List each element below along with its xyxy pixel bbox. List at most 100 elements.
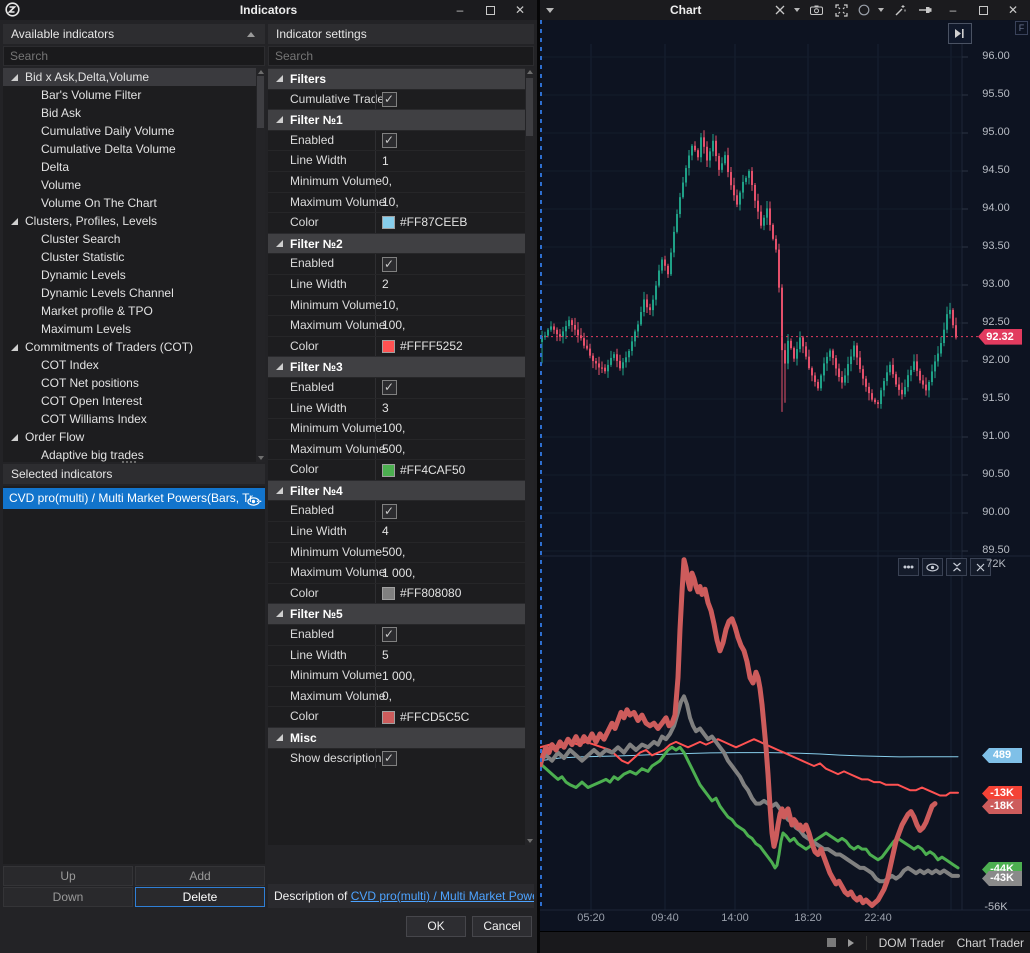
tree-item[interactable]: COT Open Interest: [3, 392, 265, 410]
maximize-icon[interactable]: [968, 0, 998, 20]
setting-value[interactable]: 500,: [375, 543, 534, 563]
setting-value[interactable]: #FFFF5252: [375, 337, 534, 357]
delete-button[interactable]: Delete: [135, 887, 265, 907]
setting-value[interactable]: [375, 501, 534, 521]
setting-value[interactable]: 10,: [375, 296, 534, 316]
color-swatch[interactable]: [382, 340, 395, 353]
tree-scrollbar[interactable]: [256, 68, 265, 462]
selected-indicator-row[interactable]: CVD pro(multi) / Multi Market Powers(Bar…: [3, 488, 265, 509]
setting-value[interactable]: 4: [375, 522, 534, 542]
tree-item[interactable]: Cumulative Delta Volume: [3, 140, 265, 158]
crosshair-dropdown-icon[interactable]: [790, 0, 804, 20]
tree-item[interactable]: Bar's Volume Filter: [3, 86, 265, 104]
setting-value[interactable]: 10,: [375, 193, 534, 213]
close-icon[interactable]: ✕: [998, 0, 1028, 20]
scroll-up-icon[interactable]: [258, 70, 264, 74]
available-search-input[interactable]: [4, 47, 276, 65]
up-button[interactable]: Up: [3, 866, 133, 886]
setting-value[interactable]: 100,: [375, 316, 534, 336]
checkbox[interactable]: [382, 751, 397, 766]
setting-value[interactable]: 1 000,: [375, 666, 534, 686]
tree-item[interactable]: Maximum Levels: [3, 320, 265, 338]
checkbox[interactable]: [382, 133, 397, 148]
setting-group-header[interactable]: Filter №3: [268, 356, 534, 377]
settings-search-input[interactable]: [269, 47, 545, 65]
crosshair-tool-icon[interactable]: [770, 0, 790, 20]
color-swatch[interactable]: [382, 587, 395, 600]
selected-indicators-list[interactable]: CVD pro(multi) / Multi Market Powers(Bar…: [3, 486, 265, 864]
jump-to-latest-button[interactable]: [948, 23, 972, 44]
tree-group-item[interactable]: Clusters, Profiles, Levels: [3, 212, 265, 230]
setting-value[interactable]: #FF4CAF50: [375, 460, 534, 480]
setting-value[interactable]: 3: [375, 399, 534, 419]
tree-item[interactable]: Delta: [3, 158, 265, 176]
collapse-icon[interactable]: [247, 32, 255, 37]
setting-value[interactable]: [375, 625, 534, 645]
indicator-description-link[interactable]: CVD pro(multi) / Multi Market Powers: [351, 889, 534, 903]
setting-value[interactable]: #FF808080: [375, 584, 534, 604]
tree-group-item[interactable]: Bid x Ask,Delta,Volume: [3, 68, 265, 86]
add-button[interactable]: Add: [135, 866, 265, 886]
close-icon[interactable]: ✕: [505, 0, 535, 20]
scroll-down-icon[interactable]: [527, 839, 533, 843]
maximize-icon[interactable]: [475, 0, 505, 20]
checkbox[interactable]: [382, 627, 397, 642]
tree-item[interactable]: Volume On The Chart: [3, 194, 265, 212]
setting-value[interactable]: 1 000,: [375, 563, 534, 583]
scrollbar-thumb[interactable]: [257, 76, 264, 128]
visibility-eye-icon[interactable]: [247, 493, 260, 509]
tree-item[interactable]: Dynamic Levels: [3, 266, 265, 284]
tree-item[interactable]: Cluster Search: [3, 230, 265, 248]
panel-visibility-icon[interactable]: [922, 558, 943, 576]
tree-item[interactable]: Cumulative Daily Volume: [3, 122, 265, 140]
checkbox[interactable]: [382, 504, 397, 519]
setting-value[interactable]: 1: [375, 151, 534, 171]
chart-type-icon[interactable]: [854, 0, 874, 20]
minimize-icon[interactable]: –: [445, 0, 475, 20]
expand-tabs-icon[interactable]: [848, 939, 854, 947]
tree-group-item[interactable]: Order Flow: [3, 428, 265, 446]
cancel-button[interactable]: Cancel: [472, 916, 532, 937]
tree-item[interactable]: Adaptive big trades: [3, 446, 265, 462]
setting-value[interactable]: [375, 378, 534, 398]
indicators-titlebar[interactable]: Indicators – ✕: [0, 0, 537, 20]
setting-group-header[interactable]: Misc: [268, 727, 534, 748]
chart-canvas[interactable]: F 92.32 96.0095.5095.0094.5094.0093.5093…: [540, 20, 1030, 931]
minimize-icon[interactable]: –: [938, 0, 968, 20]
setting-value[interactable]: 0,: [375, 687, 534, 707]
tab-dom-trader[interactable]: DOM Trader: [879, 936, 945, 950]
color-swatch[interactable]: [382, 216, 395, 229]
tree-item[interactable]: Dynamic Levels Channel: [3, 284, 265, 302]
settings-search[interactable]: [268, 46, 534, 66]
setting-value[interactable]: 5: [375, 646, 534, 666]
tree-item[interactable]: COT Net positions: [3, 374, 265, 392]
scroll-down-icon[interactable]: [258, 456, 264, 460]
panel-settings-icon[interactable]: [898, 558, 919, 576]
tree-item[interactable]: Cluster Statistic: [3, 248, 265, 266]
chart-titlebar[interactable]: Chart – ✕: [540, 0, 1030, 20]
function-icon[interactable]: F: [1015, 21, 1028, 35]
checkbox[interactable]: [382, 380, 397, 395]
layout-square-icon[interactable]: [827, 938, 836, 947]
available-search[interactable]: [3, 46, 265, 66]
tree-item[interactable]: Volume: [3, 176, 265, 194]
available-indicators-tree[interactable]: Bid x Ask,Delta,VolumeBar's Volume Filte…: [3, 68, 265, 462]
pin-icon[interactable]: [912, 0, 938, 20]
setting-value[interactable]: 500,: [375, 440, 534, 460]
setting-value[interactable]: 2: [375, 275, 534, 295]
setting-value[interactable]: [375, 749, 534, 769]
ok-button[interactable]: OK: [406, 916, 466, 937]
color-swatch[interactable]: [382, 711, 395, 724]
setting-value[interactable]: [375, 254, 534, 274]
tree-item[interactable]: Bid Ask: [3, 104, 265, 122]
down-button[interactable]: Down: [3, 887, 133, 907]
setting-group-header[interactable]: Filters: [268, 68, 534, 89]
window-menu-icon[interactable]: [546, 8, 554, 13]
setting-group-header[interactable]: Filter №1: [268, 109, 534, 130]
setting-value[interactable]: #FFCD5C5C: [375, 707, 534, 727]
checkbox[interactable]: [382, 92, 397, 107]
color-swatch[interactable]: [382, 464, 395, 477]
scrollbar-thumb[interactable]: [526, 78, 533, 136]
chart-type-dropdown-icon[interactable]: [874, 0, 888, 20]
tab-chart-trader[interactable]: Chart Trader: [957, 936, 1024, 950]
